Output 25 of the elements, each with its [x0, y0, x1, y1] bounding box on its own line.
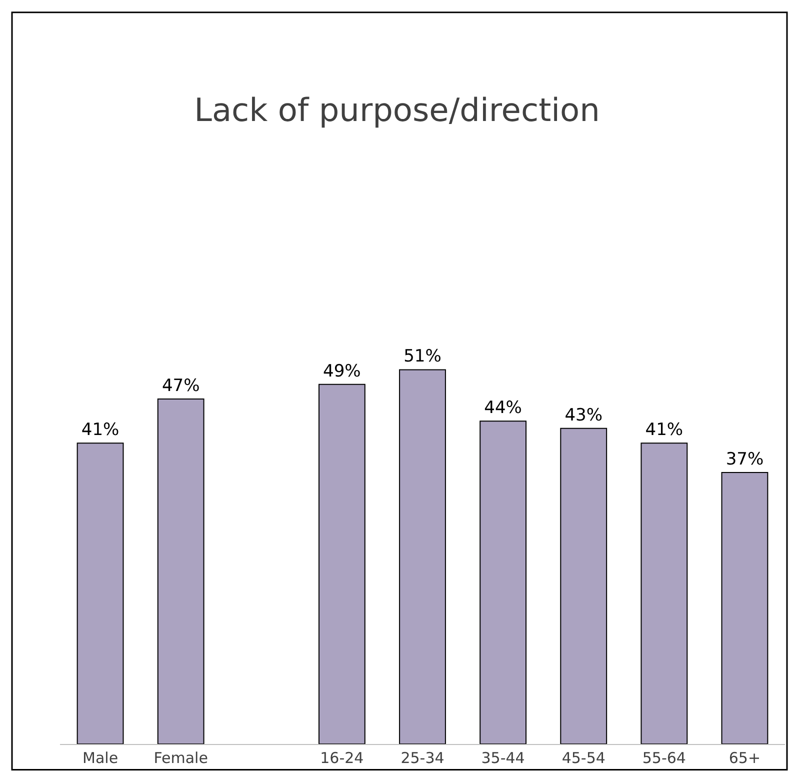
data-label: 37% [726, 449, 764, 470]
bar [399, 369, 446, 744]
data-label: 41% [645, 420, 684, 440]
bar [640, 442, 688, 744]
x-tick-label: 25-34 [400, 749, 444, 767]
bar [721, 472, 768, 744]
bar [560, 428, 608, 744]
x-tick-label: 55-64 [642, 749, 686, 767]
x-tick-label: 16-24 [320, 749, 364, 767]
chart-title: Lack of purpose/direction [194, 91, 600, 130]
data-label: 44% [484, 398, 522, 418]
data-label: 51% [404, 346, 442, 367]
bar [318, 384, 366, 744]
data-label: 41% [81, 420, 120, 440]
bar [480, 420, 527, 744]
bar [157, 398, 204, 744]
data-label: 47% [162, 376, 200, 396]
x-tick-label: 45-54 [562, 749, 606, 767]
x-tick-label: 65+ [728, 749, 761, 767]
data-label: 43% [564, 405, 603, 426]
x-tick-label: Female [154, 749, 208, 767]
x-tick-label: Male [82, 749, 118, 767]
bar [76, 442, 124, 744]
x-tick-label: 35-44 [481, 749, 525, 767]
data-label: 49% [323, 361, 361, 382]
